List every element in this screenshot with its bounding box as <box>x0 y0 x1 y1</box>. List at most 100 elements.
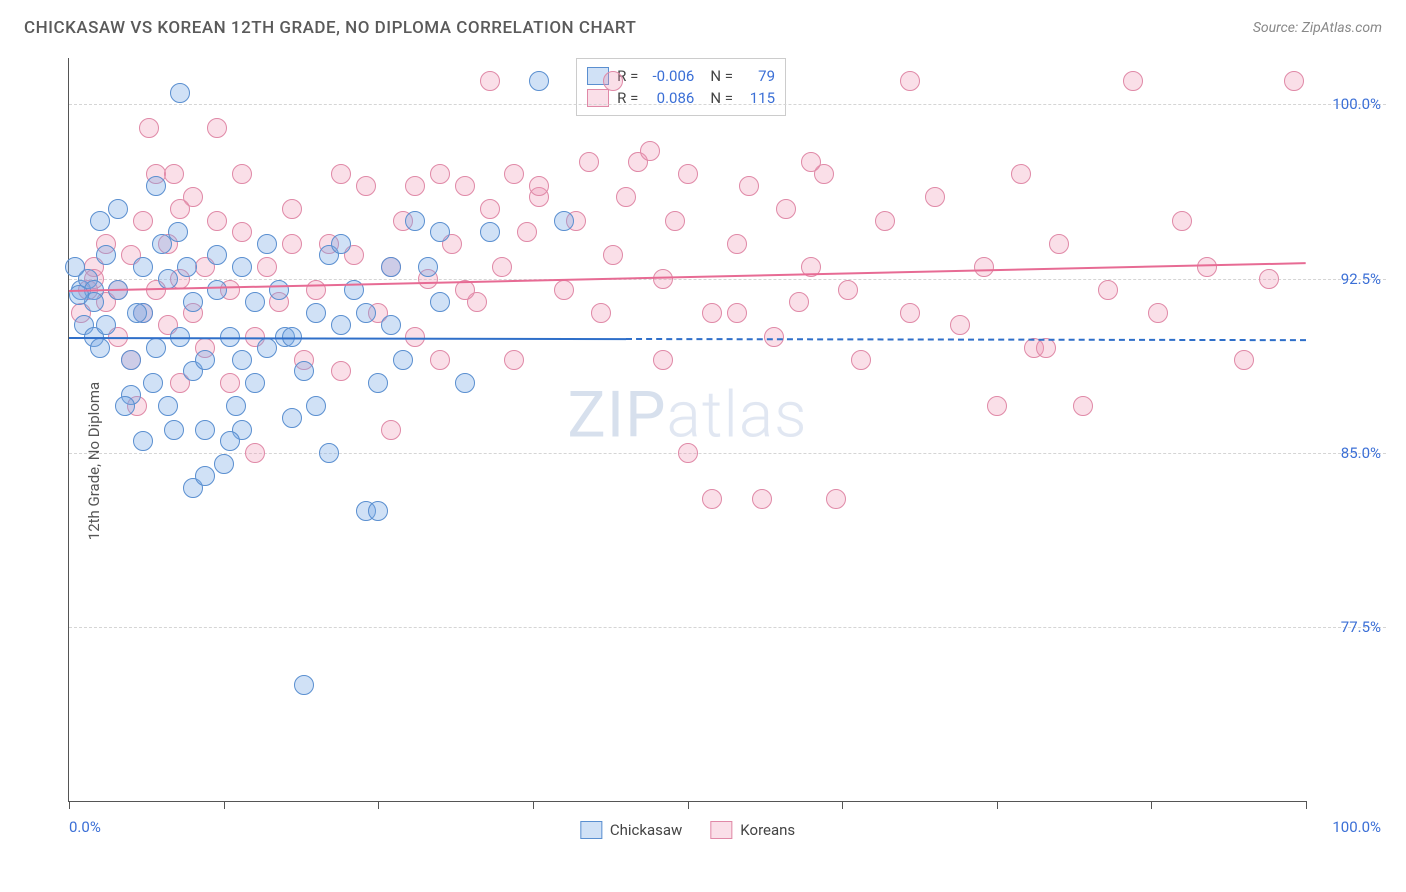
grid-line <box>69 627 1386 628</box>
data-point <box>306 280 326 300</box>
data-point <box>1197 257 1217 277</box>
data-point <box>789 292 809 312</box>
data-point <box>294 675 314 695</box>
data-point <box>1073 396 1093 416</box>
data-point <box>504 164 524 184</box>
data-point <box>214 454 234 474</box>
data-point <box>232 164 252 184</box>
data-point <box>455 373 475 393</box>
y-tick-label: 85.0% <box>1341 444 1381 462</box>
trend-line-extrapolated <box>626 338 1306 341</box>
data-point <box>950 315 970 335</box>
data-point <box>96 315 116 335</box>
data-point <box>90 211 110 231</box>
data-point <box>974 257 994 277</box>
stat-n-value: 79 <box>741 67 775 85</box>
data-point <box>65 257 85 277</box>
x-tick <box>533 801 534 809</box>
data-point <box>146 176 166 196</box>
data-point <box>529 71 549 91</box>
data-point <box>430 222 450 242</box>
data-point <box>640 141 660 161</box>
data-point <box>127 303 147 323</box>
grid-line <box>69 104 1386 105</box>
data-point <box>727 303 747 323</box>
data-point <box>925 187 945 207</box>
data-point <box>1098 280 1118 300</box>
data-point <box>418 257 438 277</box>
data-point <box>430 350 450 370</box>
data-point <box>232 222 252 242</box>
stat-label: N = <box>710 67 733 85</box>
data-point <box>764 327 784 347</box>
x-tick <box>224 801 225 809</box>
data-point <box>195 466 215 486</box>
data-point <box>776 199 796 219</box>
data-point <box>164 420 184 440</box>
chart-header: CHICKASAW VS KOREAN 12TH GRADE, NO DIPLO… <box>0 0 1406 48</box>
data-point <box>702 489 722 509</box>
data-point <box>121 350 141 370</box>
data-point <box>158 396 178 416</box>
data-point <box>133 431 153 451</box>
data-point <box>430 164 450 184</box>
data-point <box>306 303 326 323</box>
x-axis-label-max: 100.0% <box>1332 818 1381 836</box>
data-point <box>195 420 215 440</box>
data-point <box>319 443 339 463</box>
data-point <box>653 350 673 370</box>
data-point <box>96 245 116 265</box>
data-point <box>554 280 574 300</box>
x-tick <box>378 801 379 809</box>
data-point <box>164 164 184 184</box>
data-point <box>1172 211 1192 231</box>
data-point <box>801 152 821 172</box>
data-point <box>207 245 227 265</box>
plot-area: ZIPatlas R =-0.006N =79R =0.086N =115 Ch… <box>68 58 1306 802</box>
data-point <box>739 176 759 196</box>
data-point <box>405 176 425 196</box>
data-point <box>393 350 413 370</box>
x-tick <box>1151 801 1152 809</box>
data-point <box>183 292 203 312</box>
data-point <box>69 285 89 305</box>
data-point <box>875 211 895 231</box>
data-point <box>851 350 871 370</box>
data-point <box>90 338 110 358</box>
data-point <box>226 396 246 416</box>
data-point <box>146 338 166 358</box>
data-point <box>480 222 500 242</box>
data-point <box>356 303 376 323</box>
data-point <box>269 280 289 300</box>
data-point <box>616 187 636 207</box>
legend-item: Chickasaw <box>580 821 682 839</box>
data-point <box>232 257 252 277</box>
data-point <box>1234 350 1254 370</box>
data-point <box>665 211 685 231</box>
data-point <box>492 257 512 277</box>
data-point <box>294 361 314 381</box>
legend-label: Koreans <box>740 821 795 839</box>
data-point <box>554 211 574 231</box>
data-point <box>220 373 240 393</box>
data-point <box>245 373 265 393</box>
data-point <box>133 257 153 277</box>
data-point <box>195 350 215 370</box>
data-point <box>368 373 388 393</box>
data-point <box>405 211 425 231</box>
legend-swatch <box>710 821 732 839</box>
data-point <box>170 199 190 219</box>
data-point <box>306 396 326 416</box>
data-point <box>480 199 500 219</box>
data-point <box>170 83 190 103</box>
legend-item: Koreans <box>710 821 795 839</box>
data-point <box>603 71 623 91</box>
data-point <box>430 292 450 312</box>
legend-swatch <box>580 821 602 839</box>
data-point <box>282 408 302 428</box>
data-point <box>987 396 1007 416</box>
data-point <box>1011 164 1031 184</box>
x-tick <box>69 801 70 809</box>
data-point <box>504 350 524 370</box>
data-point <box>232 350 252 370</box>
